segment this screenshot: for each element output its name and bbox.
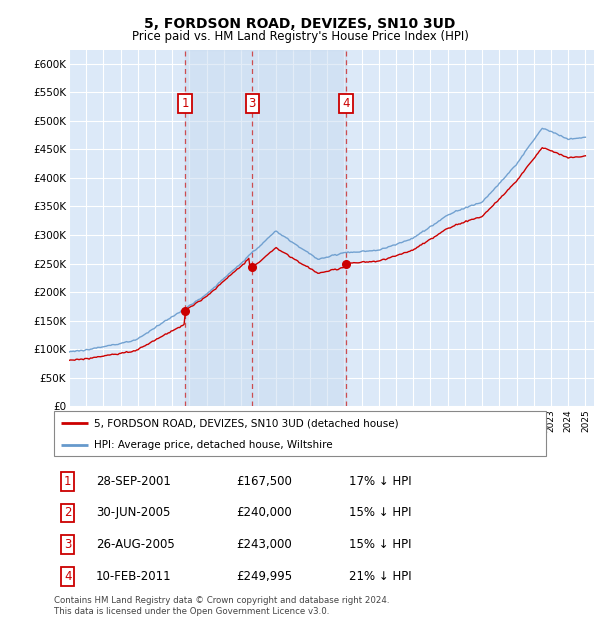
Text: £240,000: £240,000: [236, 507, 292, 520]
Text: £167,500: £167,500: [236, 475, 292, 488]
Text: 21% ↓ HPI: 21% ↓ HPI: [349, 570, 412, 583]
Text: 10-FEB-2011: 10-FEB-2011: [96, 570, 172, 583]
Text: 3: 3: [248, 97, 256, 110]
Text: Contains HM Land Registry data © Crown copyright and database right 2024.
This d: Contains HM Land Registry data © Crown c…: [54, 596, 389, 616]
Text: 28-SEP-2001: 28-SEP-2001: [96, 475, 170, 488]
Text: 5, FORDSON ROAD, DEVIZES, SN10 3UD (detached house): 5, FORDSON ROAD, DEVIZES, SN10 3UD (deta…: [94, 418, 399, 428]
Text: 2: 2: [64, 507, 71, 520]
Text: 1: 1: [181, 97, 189, 110]
Text: 17% ↓ HPI: 17% ↓ HPI: [349, 475, 412, 488]
Text: 4: 4: [64, 570, 71, 583]
Text: 30-JUN-2005: 30-JUN-2005: [96, 507, 170, 520]
Text: 15% ↓ HPI: 15% ↓ HPI: [349, 538, 412, 551]
Text: HPI: Average price, detached house, Wiltshire: HPI: Average price, detached house, Wilt…: [94, 440, 333, 450]
Text: Price paid vs. HM Land Registry's House Price Index (HPI): Price paid vs. HM Land Registry's House …: [131, 30, 469, 43]
Text: 5, FORDSON ROAD, DEVIZES, SN10 3UD: 5, FORDSON ROAD, DEVIZES, SN10 3UD: [145, 17, 455, 32]
Text: 3: 3: [64, 538, 71, 551]
Text: £249,995: £249,995: [236, 570, 292, 583]
Text: £243,000: £243,000: [236, 538, 292, 551]
FancyBboxPatch shape: [54, 411, 546, 456]
Bar: [185, 50, 346, 406]
Text: 4: 4: [343, 97, 350, 110]
Text: 15% ↓ HPI: 15% ↓ HPI: [349, 507, 412, 520]
Text: 1: 1: [64, 475, 71, 488]
Text: 26-AUG-2005: 26-AUG-2005: [96, 538, 175, 551]
